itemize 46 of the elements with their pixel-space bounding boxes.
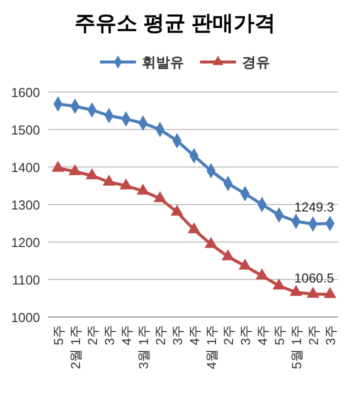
y-tick-label: 1600 (11, 85, 40, 100)
point (256, 268, 268, 280)
x-tick-label: 2월 1주 (68, 325, 83, 370)
x-tick-label: 3주 (238, 325, 253, 346)
x-tick-label: 2주 (153, 325, 168, 346)
x-tick-label: 2주 (221, 325, 236, 346)
x-tick-label: 3주 (170, 325, 185, 346)
x-tick-label: 4주 (119, 325, 134, 346)
point (238, 258, 252, 270)
point (102, 174, 116, 186)
y-tick-label: 1200 (11, 235, 40, 250)
x-tick-label: 3주 (323, 325, 338, 346)
y-tick-label: 1500 (11, 122, 40, 138)
point (68, 164, 82, 176)
point (204, 236, 218, 248)
point (86, 168, 98, 180)
x-tick-label: 3주 (102, 325, 117, 346)
point (154, 191, 166, 202)
point (272, 278, 286, 290)
x-tick-label: 2주 (306, 325, 321, 346)
chart-title: 주유소 평균 판매가격 (74, 12, 276, 35)
point (120, 178, 132, 190)
point (324, 286, 336, 298)
y-tick-label: 1300 (11, 198, 40, 212)
y-tick-label: 1000 (11, 310, 40, 325)
point (222, 249, 234, 260)
y-tick-label: 1400 (11, 160, 40, 175)
point (290, 284, 302, 296)
x-tick-label: 5주 (272, 325, 287, 346)
point (136, 184, 150, 195)
x-tick-label: 4월 1주 (204, 325, 219, 370)
x-tick-label: 5주 (51, 325, 66, 346)
point (170, 204, 184, 216)
data-label: 1060.5 (294, 270, 334, 286)
x-tick-label: 4주 (255, 325, 270, 346)
legend-label: 경유 (242, 54, 270, 70)
data-label: 1249.3 (294, 200, 334, 215)
y-tick-label: 1100 (12, 272, 40, 288)
point (52, 160, 64, 172)
legend-label: 휘발유 (142, 54, 184, 70)
x-tick-label: 3월 1주 (136, 325, 151, 370)
point (306, 286, 320, 298)
x-tick-label: 5월 1주 (289, 325, 304, 370)
x-tick-label: 2주 (85, 325, 100, 346)
point (188, 222, 200, 234)
x-tick-label: 4주 (187, 325, 202, 346)
